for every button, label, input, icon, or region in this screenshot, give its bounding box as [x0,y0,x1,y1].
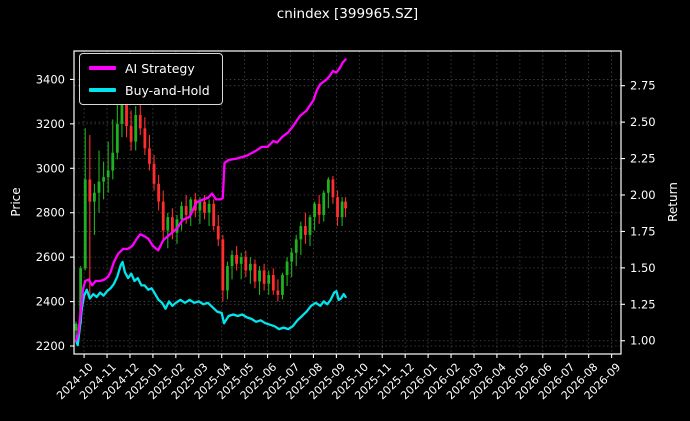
legend-item-buy-and-hold: Buy-and-Hold [89,81,210,99]
plot-border [73,50,622,355]
svg-text:1.00: 1.00 [630,334,656,348]
return-tick-labels: 1.00 1.25 1.50 1.75 2.00 2.25 2.50 2.75 [630,79,656,348]
ai-strategy-line [74,58,347,342]
chart-title: cnindex [399965.SZ] [276,6,419,22]
svg-text:2400: 2400 [36,295,65,309]
svg-text:3000: 3000 [36,161,65,175]
buy-and-hold-line [74,260,347,347]
legend-label-ai-strategy: AI Strategy [125,60,195,76]
axis-ticks [70,78,625,358]
svg-text:1.25: 1.25 [630,297,656,311]
svg-text:2.25: 2.25 [630,152,656,166]
svg-text:3200: 3200 [36,117,65,131]
x-tick-labels: 2024-102024-112024-122025-012025-022025-… [54,361,623,403]
candlestick-series [74,101,347,340]
price-tick-labels: 2200 2400 2600 2800 3000 3200 3400 [36,72,65,353]
svg-text:3400: 3400 [36,72,65,86]
buy-and-hold-line-swatch [89,88,116,92]
svg-text:1.50: 1.50 [630,261,656,275]
legend-item-ai-strategy: AI Strategy [89,59,210,77]
svg-text:1.75: 1.75 [630,224,656,238]
y-axis-label-return: Return [666,182,680,222]
legend-label-buy-and-hold: Buy-and-Hold [125,82,210,98]
svg-text:2200: 2200 [36,339,65,353]
y-axis-label-price: Price [9,187,23,217]
svg-text:2800: 2800 [36,206,65,220]
legend: AI Strategy Buy-and-Hold [79,53,223,105]
ai-strategy-line-swatch [89,66,116,70]
svg-text:2.75: 2.75 [630,79,656,93]
svg-text:2.50: 2.50 [630,115,656,129]
svg-text:2600: 2600 [36,250,65,264]
svg-text:2.00: 2.00 [630,188,656,202]
